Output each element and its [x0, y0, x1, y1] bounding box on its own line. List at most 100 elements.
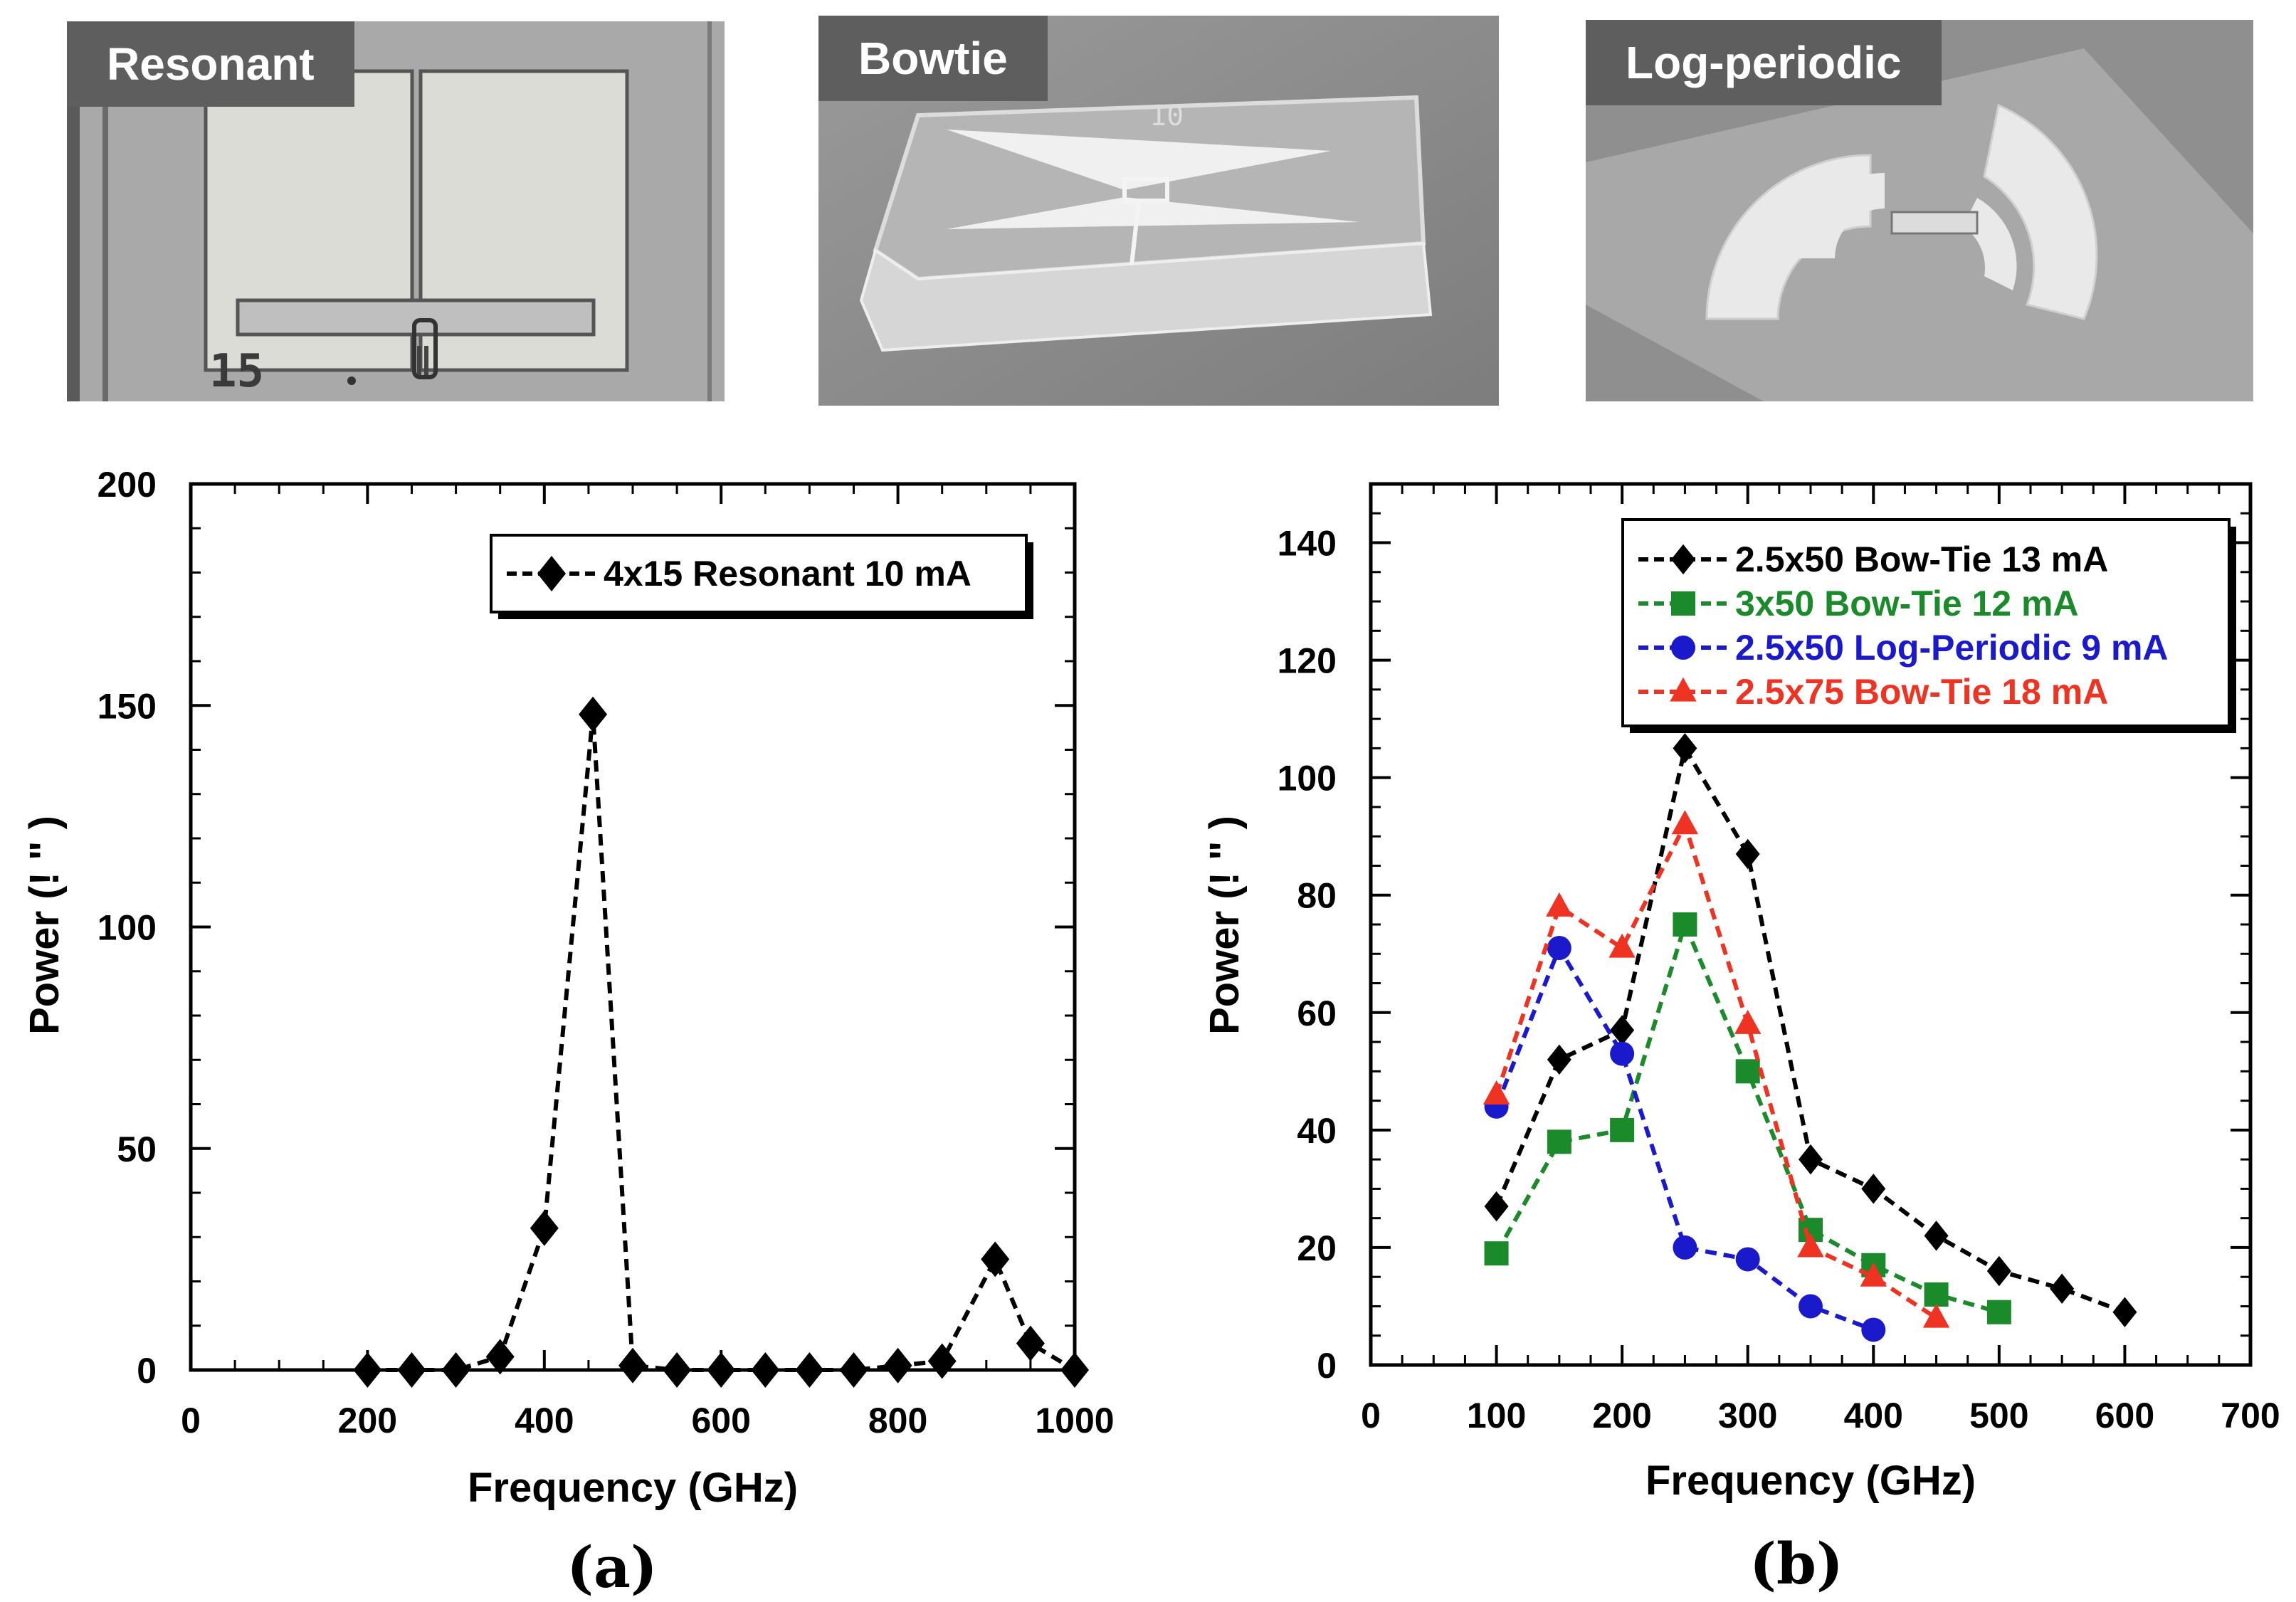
- chip-number-label: 15: [209, 345, 265, 398]
- x-tick-label: 100: [1467, 1396, 1526, 1435]
- y-tick-label: 0: [137, 1351, 157, 1391]
- data-point: [883, 1347, 912, 1384]
- data-point: [1610, 1015, 1635, 1045]
- legend-entry: 3x50 Bow-Tie 12 mA: [1735, 584, 2079, 623]
- legend-entry: 2.5x50 Bow-Tie 13 mA: [1735, 539, 2108, 579]
- series-2: [1484, 936, 1886, 1342]
- x-tick-label: 1000: [1035, 1401, 1114, 1440]
- y-tick-label: 40: [1297, 1111, 1337, 1151]
- x-tick-label: 400: [1844, 1396, 1903, 1435]
- y-axis-title: Power (! " ): [1201, 816, 1248, 1035]
- data-point: [2050, 1273, 2075, 1304]
- series-1: [1484, 912, 2011, 1324]
- data-point: [1924, 1282, 1949, 1307]
- legend-box: [490, 534, 1028, 613]
- chip-number-label: 10: [1149, 100, 1184, 132]
- x-tick-label: 0: [181, 1401, 201, 1440]
- legend-marker: [537, 556, 566, 591]
- series-line: [1494, 918, 2000, 1314]
- y-tick-label: 50: [117, 1129, 157, 1169]
- x-tick-label: 600: [2095, 1396, 2154, 1435]
- log-periodic-label: Log-periodic: [1586, 20, 1942, 105]
- resonant-label: Resonant: [67, 21, 354, 107]
- y-tick-label: 80: [1297, 876, 1337, 916]
- data-point: [1483, 1080, 1510, 1105]
- data-point: [1608, 933, 1636, 958]
- data-point: [441, 1352, 470, 1388]
- legend-entry: 2.5x75 Bow-Tie 18 mA: [1735, 672, 2108, 712]
- x-tick-label: 500: [1969, 1396, 2028, 1435]
- x-tick-label: 600: [691, 1401, 750, 1440]
- y-tick-label: 200: [98, 465, 157, 505]
- data-point: [1673, 912, 1697, 937]
- series-3: [1483, 810, 1950, 1328]
- data-point: [795, 1352, 824, 1388]
- data-point: [1861, 1317, 1886, 1342]
- chart-a: 0 200 400 600 800 1000 0 50 100 150 200 Frequency (…: [21, 465, 1115, 1601]
- resonant-antenna-photo: 15 Resonant: [67, 21, 725, 401]
- legend-entry: 4x15 Resonant 10 mA: [604, 554, 971, 594]
- data-point: [1986, 1300, 2011, 1324]
- data-point: [579, 696, 608, 732]
- legend-marker: [1670, 677, 1697, 702]
- data-point: [1547, 936, 1571, 961]
- legend-marker: [1671, 591, 1695, 616]
- data-point: [707, 1352, 736, 1388]
- data-point: [1797, 1233, 1824, 1258]
- data-point: [1673, 1235, 1697, 1260]
- legend-marker: [1671, 636, 1695, 660]
- bowtie-antenna-photo: 10 Bowtie: [818, 16, 1499, 406]
- data-point: [1671, 810, 1699, 835]
- x-tick-label: 400: [515, 1401, 574, 1440]
- data-point: [1861, 1174, 1886, 1204]
- data-point: [1986, 1255, 2011, 1287]
- data-point: [485, 1339, 515, 1375]
- data-point: [618, 1347, 647, 1384]
- y-tick-label: 150: [98, 686, 157, 726]
- legend: 2.5x50 Bow-Tie 13 mA 3x50 Bow-Tie 12 mA 2.…: [1621, 518, 2236, 733]
- x-tick-label: 800: [868, 1401, 927, 1440]
- data-point: [1610, 1117, 1635, 1142]
- data-point: [927, 1343, 957, 1379]
- x-tick-label: 700: [2221, 1396, 2280, 1435]
- series-0: [1484, 733, 2137, 1327]
- x-tick-label: 200: [1592, 1396, 1651, 1435]
- data-point: [981, 1241, 1010, 1277]
- data-point: [839, 1352, 868, 1388]
- x-axis-title: Frequency (GHz): [468, 1465, 798, 1511]
- data-point: [1922, 1303, 1950, 1328]
- data-point: [1060, 1352, 1089, 1388]
- y-tick-label: 120: [1278, 641, 1337, 681]
- y-tick-label: 60: [1297, 994, 1337, 1033]
- data-point: [663, 1352, 692, 1388]
- data-point: [1734, 1009, 1762, 1034]
- data-point: [1799, 1294, 1823, 1319]
- resonant-antenna-image: [67, 21, 725, 401]
- data-point: [1610, 1041, 1635, 1066]
- y-tick-label: 20: [1297, 1228, 1337, 1268]
- log-periodic-antenna-photo: Log-periodic: [1586, 20, 2253, 401]
- x-axis-title: Frequency (GHz): [1645, 1458, 1976, 1504]
- data-point: [353, 1352, 382, 1388]
- data-point: [1860, 1262, 1887, 1287]
- legend: 4x15 Resonant 10 mA: [490, 534, 1033, 619]
- data-point: [1735, 1059, 1760, 1084]
- data-point: [2112, 1297, 2137, 1327]
- data-point: [530, 1210, 559, 1246]
- series-0: [353, 696, 1089, 1388]
- bowtie-label: Bowtie: [818, 16, 1048, 101]
- x-tick-label: 300: [1718, 1396, 1777, 1435]
- panel-label: (b): [1749, 1530, 1843, 1597]
- y-tick-label: 140: [1278, 524, 1337, 564]
- data-point: [1484, 1241, 1509, 1266]
- data-point: [1735, 838, 1760, 870]
- data-point: [1016, 1325, 1045, 1361]
- data-point: [1799, 1144, 1823, 1175]
- x-tick-label: 0: [1361, 1396, 1381, 1435]
- series-line: [367, 714, 1076, 1372]
- data-point: [1547, 1044, 1571, 1075]
- data-point: [751, 1352, 780, 1388]
- data-point: [1924, 1221, 1949, 1251]
- legend-marker: [1671, 544, 1695, 575]
- data-point: [1547, 1129, 1571, 1154]
